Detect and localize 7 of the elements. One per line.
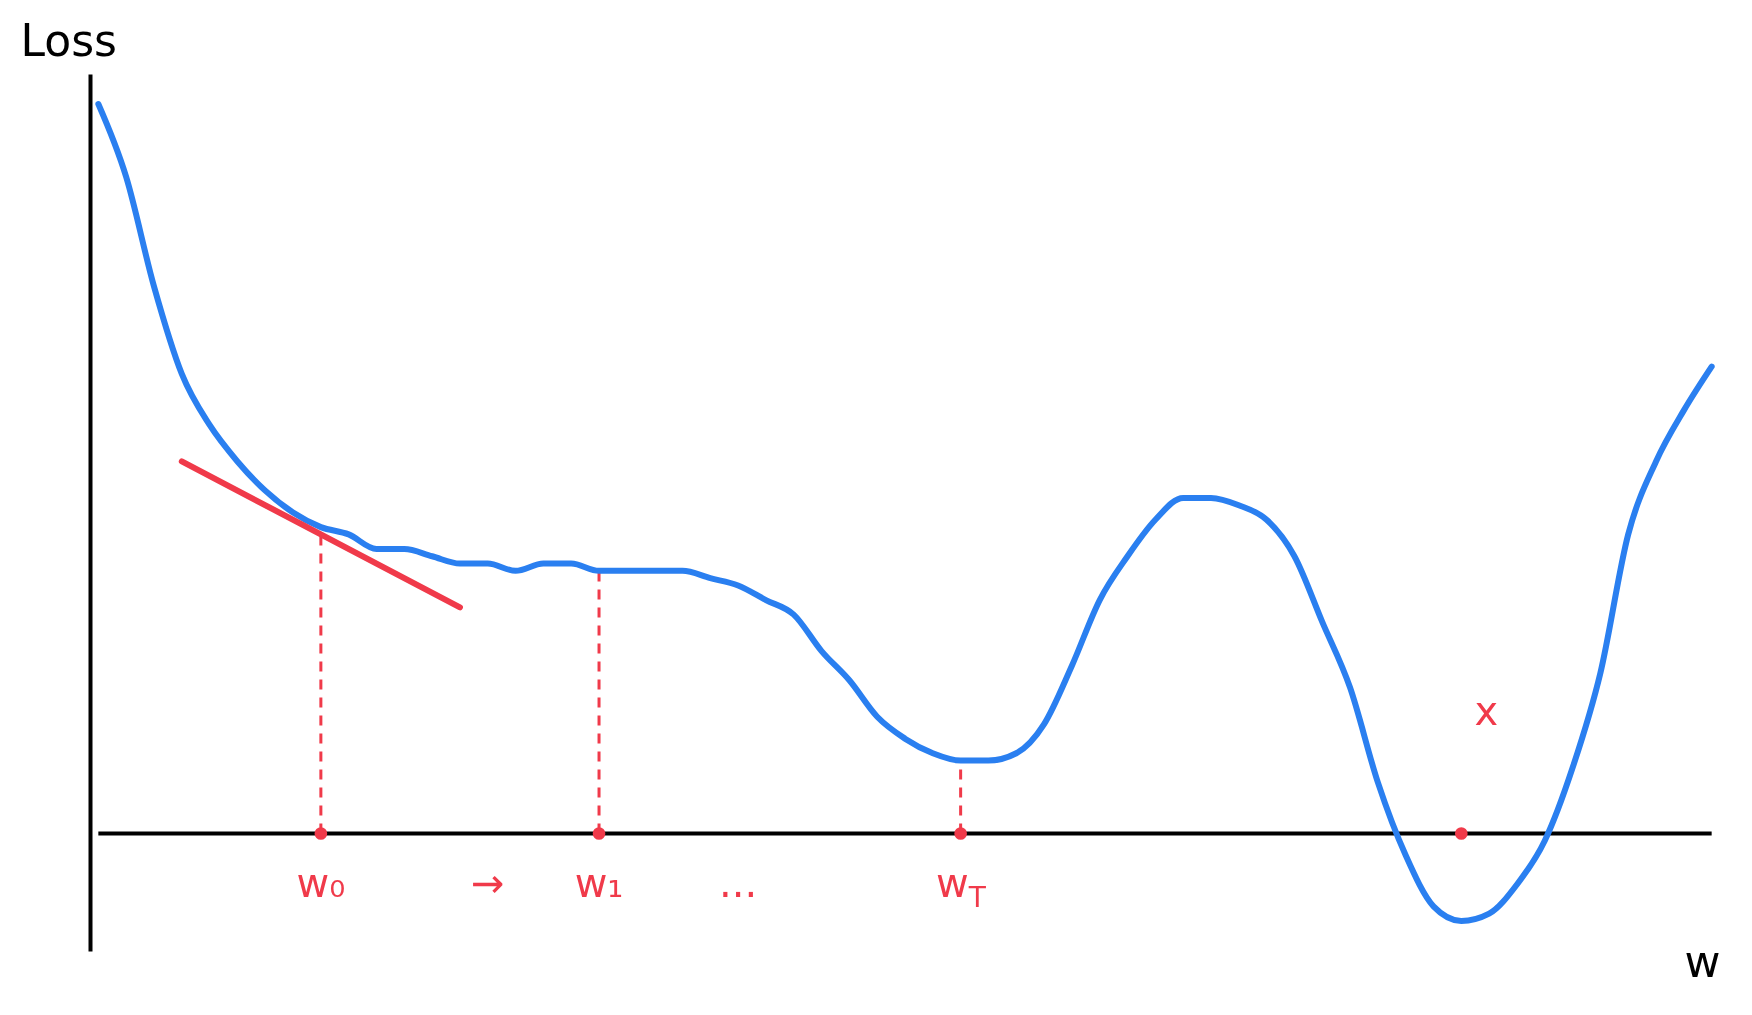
x-tick-label: w₀ [296,860,346,907]
annotation: x [1474,688,1499,735]
y-axis-title: Loss [20,14,118,66]
x-tick-label: → [471,860,505,907]
x-tick-label: ... [719,860,758,907]
x-tick-label: w₁ [574,860,624,907]
x-axis-title: w [1684,935,1721,987]
